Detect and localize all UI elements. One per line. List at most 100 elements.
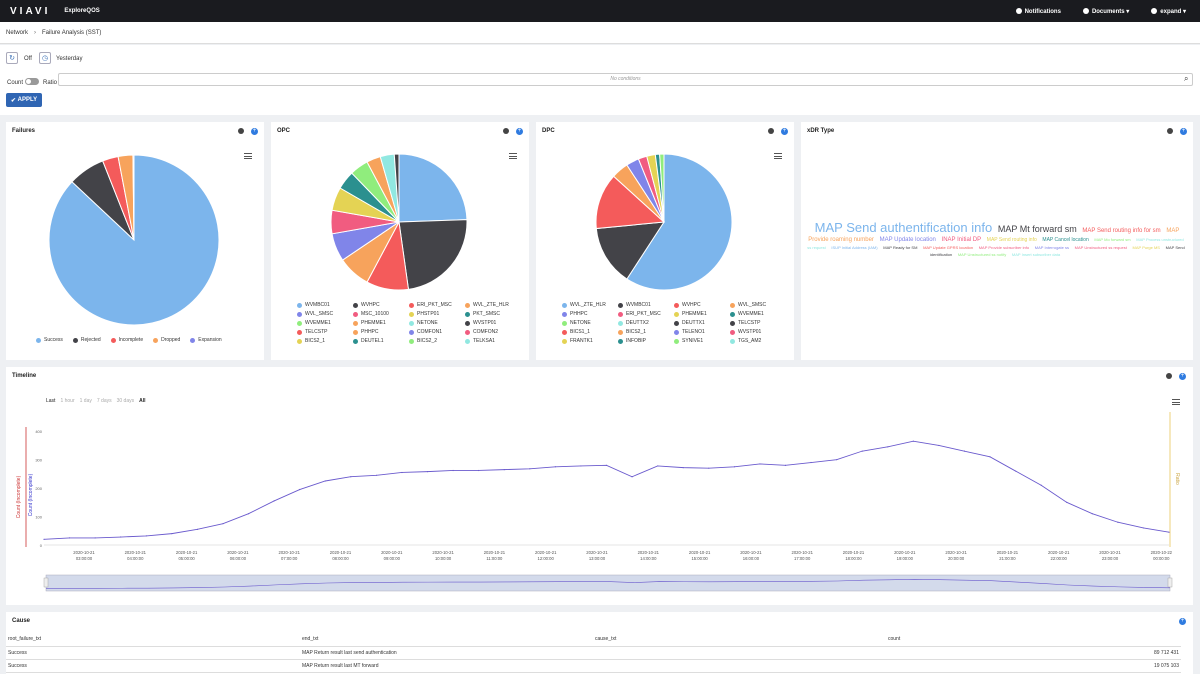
word-cloud-term[interactable]: MAP Cancel location [1042, 236, 1089, 243]
navigator-window[interactable] [45, 574, 1171, 592]
range-option[interactable]: All [139, 398, 146, 404]
legend-item[interactable]: TELKSA1 [465, 338, 521, 344]
breadcrumb-network[interactable]: Network [6, 29, 29, 36]
legend-item[interactable]: WVHPC [674, 302, 730, 308]
legend-item[interactable]: SYNIVE1 [674, 338, 730, 344]
search-icon[interactable]: ⌕ [1184, 74, 1189, 83]
legend-item[interactable]: Incomplete [110, 337, 143, 343]
legend-item[interactable]: WVMBC01 [297, 302, 353, 308]
word-cloud-term[interactable]: MAP Insert subscriber data [1011, 252, 1061, 258]
viavi-logo[interactable]: VIAVI [10, 5, 51, 17]
documents-button[interactable]: Documents ▾ [1082, 7, 1129, 15]
legend-item[interactable]: BICS2_2 [409, 338, 465, 344]
word-cloud-term[interactable]: MAP Unstructured ss request [1074, 244, 1127, 250]
refresh-button[interactable]: ↻ [6, 52, 18, 64]
legend-item[interactable]: WVL_SMSC [297, 311, 353, 317]
legend-item[interactable]: PHEMME1 [353, 320, 409, 326]
legend-item[interactable]: COMFON1 [409, 329, 465, 335]
legend-item[interactable]: PHEMME1 [674, 311, 730, 317]
word-cloud-term[interactable]: MAP Ready for SM [883, 244, 918, 250]
timeline-series-line[interactable] [43, 440, 1170, 540]
navigator-handle-left[interactable] [43, 577, 49, 588]
word-cloud-term[interactable]: MAP Purge MS [1132, 244, 1160, 250]
pie-slice-netone[interactable] [659, 153, 665, 223]
user-menu-button[interactable]: expand ▾ [1151, 7, 1186, 15]
legend-item[interactable]: WVL_ZTE_HLR [562, 302, 618, 308]
legend-item[interactable]: WVL_SMSC [730, 302, 786, 308]
pie-slice-wvmbc01[interactable] [595, 221, 665, 280]
word-cloud-term[interactable]: MAP Send authentification info [814, 220, 993, 235]
range-option[interactable]: 1 hour [60, 398, 75, 404]
legend-item[interactable]: INFOBIP [618, 338, 674, 344]
gear-icon[interactable] [238, 128, 244, 134]
range-option[interactable]: 7 days [96, 398, 112, 404]
chart-menu-icon[interactable] [1172, 399, 1180, 405]
add-icon[interactable]: + [1180, 128, 1187, 135]
legend-item[interactable]: BICS1_1 [562, 329, 618, 335]
range-option[interactable]: 1 day [79, 398, 92, 404]
pie-slice-expansion[interactable] [132, 154, 135, 241]
gear-icon[interactable] [1167, 128, 1173, 134]
legend-item[interactable]: TELENO1 [674, 329, 730, 335]
legend-item[interactable]: DEUTTX2 [618, 320, 674, 326]
legend-item[interactable]: COMFON2 [465, 329, 521, 335]
legend-item[interactable]: DEUTTX1 [674, 320, 730, 326]
legend-item[interactable]: WVEMME1 [730, 311, 786, 317]
word-cloud-term[interactable]: MAP Update location [879, 236, 936, 243]
column-header[interactable]: end_txt [300, 633, 593, 647]
legend-item[interactable]: Rejected [72, 337, 101, 343]
legend-item[interactable]: WVEMME1 [297, 320, 353, 326]
add-icon[interactable]: + [781, 128, 788, 135]
navigator-handle-right[interactable] [1167, 577, 1173, 588]
legend-item[interactable]: FRANTK1 [562, 338, 618, 344]
legend-item[interactable]: WVMBC01 [618, 302, 674, 308]
range-option[interactable]: 30 days [116, 398, 135, 404]
legend-item[interactable]: PHSTP01 [409, 311, 465, 317]
legend-item[interactable]: WVSTP01 [730, 329, 786, 335]
legend-item[interactable]: TELCSTP [730, 320, 786, 326]
word-cloud-term[interactable]: MAP Mt forward sm [997, 224, 1077, 234]
add-icon[interactable]: + [1179, 373, 1186, 380]
pie-slice-wvstp01[interactable] [393, 153, 400, 223]
word-cloud-term[interactable]: INAP Initial DP [941, 236, 982, 243]
conditions-input[interactable]: No conditions [58, 73, 1193, 86]
word-cloud-term[interactable]: MAP Provide roaming number [808, 228, 1180, 243]
gear-icon[interactable] [1166, 373, 1172, 379]
word-cloud-term[interactable]: MAP Mo forward sm [1094, 236, 1131, 242]
legend-item[interactable]: Success [36, 337, 63, 343]
legend-item[interactable]: DEUTEL1 [353, 338, 409, 344]
legend-item[interactable]: ERI_PKT_MSC [618, 311, 674, 317]
table-row[interactable]: Success MAP Return result last send authe… [6, 646, 1181, 660]
apply-button[interactable]: ✔ APPLY [6, 93, 42, 107]
word-cloud-term[interactable]: MAP Update GPRS location [923, 244, 974, 250]
legend-item[interactable]: WVSTP01 [465, 320, 521, 326]
legend-item[interactable]: ERI_PKT_MSC [409, 302, 465, 308]
word-cloud-term[interactable]: MAP Unstructured ss notify [957, 252, 1007, 258]
word-cloud-term[interactable]: MAP Send identification [929, 244, 1185, 258]
word-cloud-term[interactable]: MAP Process unstructured ss request [807, 236, 1184, 250]
legend-item[interactable]: NETONE [409, 320, 465, 326]
pie-slice-wvhpc[interactable] [595, 175, 666, 230]
column-header[interactable]: count [886, 633, 1181, 647]
add-icon[interactable]: + [251, 128, 258, 135]
legend-item[interactable]: PHHPC [353, 329, 409, 335]
table-row[interactable]: Success MAP Return result last MT forward… [6, 659, 1181, 673]
word-cloud-term[interactable]: MAP Provide subscriber info [978, 244, 1030, 250]
gear-icon[interactable] [503, 128, 509, 134]
pie-slice-wvhpc[interactable] [398, 219, 468, 290]
legend-item[interactable]: PKT_SMSC [465, 311, 521, 317]
add-icon[interactable]: + [1179, 618, 1186, 625]
legend-item[interactable]: Expansion [190, 337, 222, 343]
count-ratio-toggle[interactable] [25, 78, 39, 85]
column-header[interactable]: root_failure_txt [6, 633, 300, 647]
pie-slice-wvl-zte-hlr[interactable] [626, 153, 733, 291]
add-icon[interactable]: + [516, 128, 523, 135]
word-cloud-term[interactable]: ISUP Initial Address (IAM) [831, 244, 878, 250]
legend-item[interactable]: PHHPC [562, 311, 618, 317]
pie-slice-wvmbc01[interactable] [398, 153, 468, 223]
legend-item[interactable]: WVL_ZTE_HLR [465, 302, 521, 308]
column-header[interactable]: cause_txt [593, 633, 886, 647]
legend-item[interactable]: TELCSTP [297, 329, 353, 335]
date-range-button[interactable]: ◷ [39, 52, 51, 64]
legend-item[interactable]: Dropped [153, 337, 180, 343]
